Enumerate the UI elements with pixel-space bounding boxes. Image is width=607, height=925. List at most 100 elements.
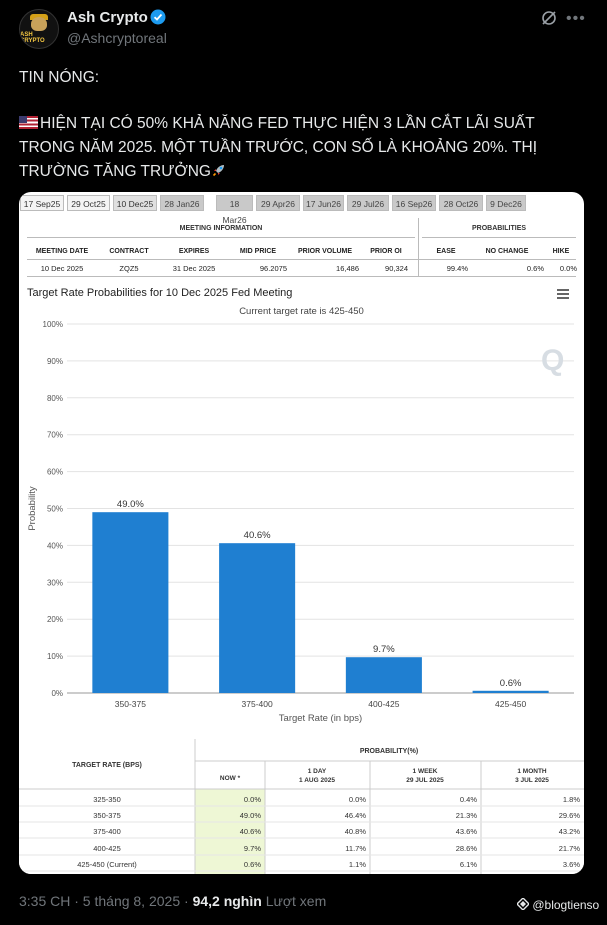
avatar[interactable]: ASH CRYPTO xyxy=(19,9,59,49)
y-tick-label: 0% xyxy=(51,689,63,698)
week-cell: 0.4% xyxy=(460,795,477,804)
probability-header: EASE xyxy=(436,248,456,255)
meeting-header: EXPIRES xyxy=(178,248,210,255)
watermark-text: @blogtienso xyxy=(532,898,600,912)
tab-18-mar26[interactable]: 18 Mar26 xyxy=(216,195,253,225)
meeting-tabs: 17 Sep25 29 Oct25 10 Dec25 28 Jan26 18 Mar26… xyxy=(19,195,584,225)
month-cell: 3.6% xyxy=(563,860,580,869)
sub-header: 1 MONTH xyxy=(517,768,547,775)
x-tick-label: 400-425 xyxy=(368,699,399,709)
week-cell: 21.3% xyxy=(456,811,478,820)
tweet-line-1: TIN NÓNG: xyxy=(19,69,100,86)
divider xyxy=(27,259,576,260)
chart-title: Target Rate Probabilities for 10 Dec 202… xyxy=(27,287,293,299)
divider xyxy=(27,276,576,277)
watermark: @blogtienso xyxy=(516,897,600,912)
now-cell: 9.7% xyxy=(244,844,261,853)
rate-cell: 425-450 (Current) xyxy=(77,860,137,869)
tab-29-oct25[interactable]: 29 Oct25 xyxy=(67,195,110,211)
x-tick-label: 425-450 xyxy=(495,699,526,709)
data-label: 49.0% xyxy=(117,499,144,510)
day-cell: 46.4% xyxy=(345,811,367,820)
probabilities-title: PROBABILITIES xyxy=(471,225,527,232)
grok-icon[interactable] xyxy=(540,9,558,27)
day-cell: 1.1% xyxy=(349,860,366,869)
day-cell: 11.7% xyxy=(345,844,366,853)
y-tick-label: 40% xyxy=(47,541,63,550)
day-cell: 40.8% xyxy=(345,827,367,836)
chart-menu-icon[interactable] xyxy=(557,289,569,299)
cme-q-logo: Q xyxy=(541,344,564,377)
sub-header: 3 JUL 2025 xyxy=(515,777,549,784)
meeting-value: 16,486 xyxy=(336,264,359,273)
divider xyxy=(418,218,419,276)
month-cell: 21.7% xyxy=(559,844,581,853)
tab-29-jul26[interactable]: 29 Jul26 xyxy=(347,195,389,211)
meeting-value: ZQZ5 xyxy=(119,264,139,273)
meeting-value: 96.2075 xyxy=(259,264,287,273)
tab-9-dec26[interactable]: 9 Dec26 xyxy=(486,195,526,211)
meeting-value: 90,324 xyxy=(385,264,408,273)
y-tick-label: 90% xyxy=(47,357,63,366)
y-tick-label: 20% xyxy=(47,615,63,624)
tab-16-sep26[interactable]: 16 Sep26 xyxy=(392,195,436,211)
post-time[interactable]: 3:35 CH · 5 tháng 8, 2025 · xyxy=(19,893,189,909)
tweet-body: TIN NÓNG: HIỆN TẠI CÓ 50% KHẢ NĂNG FED T… xyxy=(19,66,589,184)
more-options-icon[interactable]: ••• xyxy=(566,10,586,27)
x-axis-title: Target Rate (in bps) xyxy=(279,713,362,724)
bar xyxy=(219,543,296,693)
watermark-logo-icon xyxy=(516,897,530,911)
tweet-line-2-text: HIỆN TẠI CÓ 50% KHẢ NĂNG FED THỰC HIỆN 3… xyxy=(19,115,538,180)
sub-header: 1 AUG 2025 xyxy=(299,777,335,784)
now-cell: 40.6% xyxy=(240,827,262,836)
y-axis-title: Probability xyxy=(27,486,38,531)
post-header: ASH CRYPTO Ash Crypto @Ashcryptoreal ••• xyxy=(0,0,607,60)
y-tick-label: 100% xyxy=(43,320,63,329)
x-tick-label: 350-375 xyxy=(115,699,146,709)
views-label: Lượt xem xyxy=(265,893,327,909)
probability-value: 99.4% xyxy=(446,264,468,273)
y-tick-label: 70% xyxy=(47,431,63,440)
tab-17-jun26[interactable]: 17 Jun26 xyxy=(303,195,344,211)
bar-chart: 0% 10% 20% 30% 40% 50% 60% 70% 80% 90% 100% Q 49.0% 3… xyxy=(27,320,574,724)
meeting-header: MID PRICE xyxy=(239,248,277,255)
us-flag-icon xyxy=(19,116,38,129)
fedwatch-image-card[interactable]: 17 Sep25 29 Oct25 10 Dec25 28 Jan26 18 Mar26… xyxy=(19,192,584,874)
meeting-header: CONTRACT xyxy=(109,248,149,255)
display-name[interactable]: Ash Crypto xyxy=(67,9,148,26)
sub-header: 1 DAY xyxy=(308,768,327,775)
meeting-header: MEETING DATE xyxy=(35,248,89,255)
data-label: 40.6% xyxy=(244,530,271,541)
data-label: 0.6% xyxy=(500,678,522,689)
rate-cell: 375-400 xyxy=(93,827,121,836)
now-cell: 49.0% xyxy=(240,811,262,820)
avatar-text: ASH CRYPTO xyxy=(20,32,45,44)
now-cell: 0.0% xyxy=(244,795,261,804)
sub-header: NOW * xyxy=(220,775,241,782)
probability-table: TARGET RATE (BPS) PROBABILITY(%) NOW * 1 DA… xyxy=(19,739,584,874)
month-cell: 1.8% xyxy=(563,795,580,804)
bar xyxy=(92,512,169,693)
meeting-value: 10 Dec 2025 xyxy=(40,264,84,273)
avatar-face-shape xyxy=(31,17,47,31)
week-cell: 28.6% xyxy=(456,844,478,853)
user-handle[interactable]: @Ashcryptoreal xyxy=(67,30,167,46)
post-meta: 3:35 CH · 5 tháng 8, 2025 · 94,2 nghìn L… xyxy=(19,893,326,909)
tab-28-jan26[interactable]: 28 Jan26 xyxy=(160,195,204,211)
rate-cell: 400-425 xyxy=(93,844,121,853)
meeting-info-title: MEETING INFORMATION xyxy=(179,225,263,232)
probability-header: NO CHANGE xyxy=(485,248,529,255)
y-tick-label: 30% xyxy=(47,578,63,587)
chart-subtitle: Current target rate is 425-450 xyxy=(239,306,364,317)
month-cell: 29.6% xyxy=(559,811,581,820)
tab-29-apr26[interactable]: 29 Apr26 xyxy=(256,195,300,211)
divider xyxy=(27,237,415,238)
target-rate-header: TARGET RATE (BPS) xyxy=(72,762,142,769)
week-cell: 43.6% xyxy=(456,827,478,836)
tab-10-dec25[interactable]: 10 Dec25 xyxy=(113,195,157,211)
tab-17-sep25[interactable]: 17 Sep25 xyxy=(20,195,64,211)
y-tick-label: 80% xyxy=(47,394,63,403)
sub-header: 29 JUL 2025 xyxy=(406,777,444,784)
probability-value: 0.6% xyxy=(526,264,544,273)
tab-28-oct26[interactable]: 28 Oct26 xyxy=(439,195,483,211)
